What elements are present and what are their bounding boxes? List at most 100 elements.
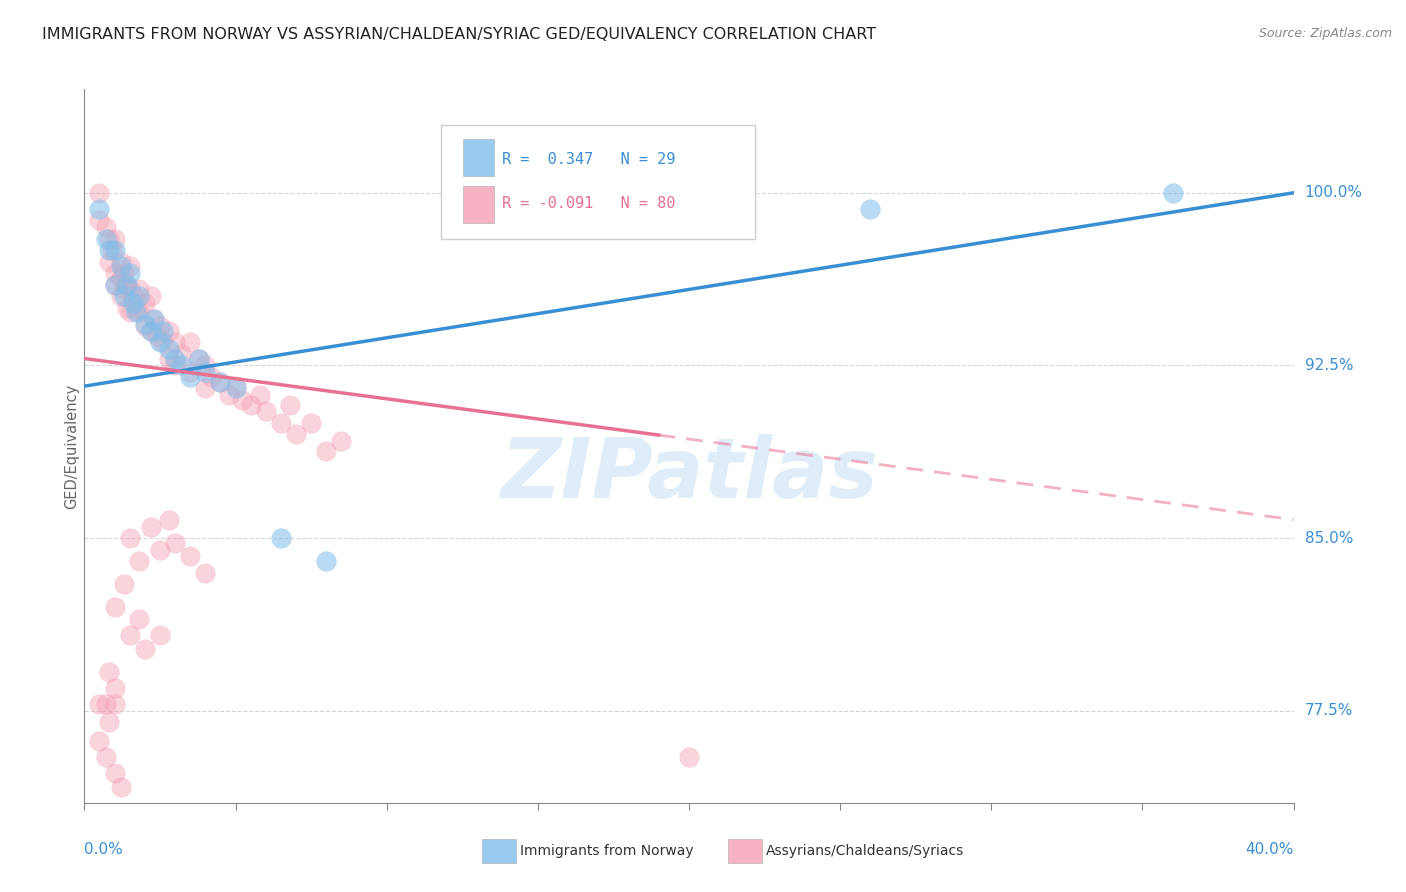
Point: [194, 381, 217, 395]
Point: [188, 351, 211, 366]
Point: [94, 232, 117, 246]
Point: [134, 641, 156, 656]
Point: [104, 600, 127, 615]
Point: [97, 244, 120, 258]
Point: [104, 244, 127, 258]
Point: [157, 324, 180, 338]
Text: Assyrians/Chaldeans/Syriacs: Assyrians/Chaldeans/Syriacs: [766, 844, 965, 858]
Point: [225, 379, 247, 393]
Point: [104, 697, 127, 711]
Point: [89, 733, 111, 747]
Text: 40.0%: 40.0%: [1246, 842, 1294, 856]
Point: [315, 554, 337, 568]
Point: [315, 443, 337, 458]
Point: [97, 232, 120, 246]
Text: Immigrants from Norway: Immigrants from Norway: [520, 844, 693, 858]
Point: [152, 335, 174, 350]
Point: [194, 359, 217, 373]
Point: [110, 289, 132, 303]
Point: [139, 324, 162, 338]
Point: [128, 612, 150, 626]
Text: R =  0.347   N = 29: R = 0.347 N = 29: [502, 153, 675, 168]
Y-axis label: GED/Equivalency: GED/Equivalency: [63, 384, 79, 508]
Point: [149, 542, 172, 557]
Point: [163, 535, 186, 549]
Point: [128, 554, 150, 568]
FancyBboxPatch shape: [463, 186, 495, 223]
Point: [270, 416, 292, 430]
Point: [118, 628, 141, 642]
Point: [128, 289, 150, 303]
Point: [170, 347, 193, 361]
Text: 0.0%: 0.0%: [84, 842, 124, 856]
Point: [270, 531, 292, 545]
Point: [115, 301, 138, 315]
Point: [157, 351, 180, 366]
Point: [115, 277, 138, 292]
Point: [284, 427, 308, 442]
Point: [125, 301, 148, 315]
Point: [249, 388, 271, 402]
Point: [149, 319, 172, 334]
Point: [163, 351, 186, 366]
Point: [115, 277, 138, 292]
Point: [89, 213, 111, 227]
Point: [149, 335, 172, 350]
Text: R = -0.091   N = 80: R = -0.091 N = 80: [502, 196, 675, 211]
Point: [188, 351, 211, 366]
Text: 92.5%: 92.5%: [1305, 358, 1353, 373]
Point: [678, 749, 700, 764]
Point: [200, 370, 222, 384]
Point: [94, 697, 117, 711]
Point: [254, 404, 277, 418]
Point: [209, 375, 232, 389]
Point: [157, 513, 180, 527]
Point: [194, 566, 217, 580]
Point: [110, 271, 132, 285]
Point: [104, 266, 127, 280]
Text: ZIPatlas: ZIPatlas: [501, 434, 877, 515]
Point: [118, 260, 141, 274]
Point: [118, 531, 141, 545]
Point: [128, 283, 150, 297]
Point: [89, 202, 111, 216]
Point: [89, 186, 111, 200]
Point: [100, 244, 122, 258]
Point: [179, 365, 201, 379]
Point: [118, 305, 141, 319]
Point: [97, 715, 120, 730]
FancyBboxPatch shape: [463, 139, 495, 177]
Point: [110, 260, 132, 274]
Point: [239, 398, 262, 412]
Point: [112, 266, 135, 280]
Point: [125, 305, 148, 319]
Point: [89, 697, 111, 711]
Point: [134, 319, 156, 334]
Point: [163, 359, 186, 373]
Point: [139, 324, 162, 338]
Point: [194, 365, 217, 379]
Text: 85.0%: 85.0%: [1305, 531, 1353, 546]
Point: [110, 780, 132, 794]
Point: [859, 202, 882, 216]
Point: [134, 317, 156, 331]
Point: [231, 392, 253, 407]
Point: [179, 370, 201, 384]
Point: [330, 434, 353, 449]
Point: [104, 681, 127, 695]
Point: [118, 266, 141, 280]
Point: [139, 519, 162, 533]
Point: [299, 416, 322, 430]
Point: [225, 381, 247, 395]
FancyBboxPatch shape: [441, 125, 755, 239]
Point: [152, 324, 174, 338]
Point: [218, 388, 240, 402]
Point: [112, 289, 135, 303]
Point: [179, 335, 201, 350]
Point: [142, 312, 165, 326]
Point: [104, 277, 127, 292]
Point: [157, 343, 180, 357]
Text: Source: ZipAtlas.com: Source: ZipAtlas.com: [1258, 27, 1392, 40]
Point: [110, 255, 132, 269]
Point: [104, 232, 127, 246]
